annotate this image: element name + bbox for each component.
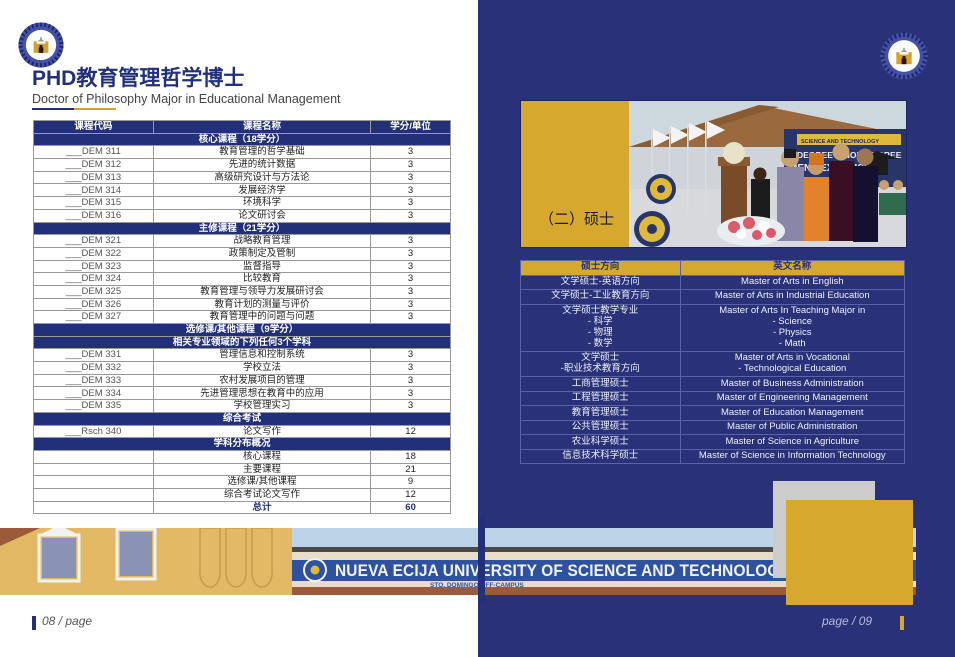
svg-text:NUEVA ECIJA UNIVERSITY OF SCIE: NUEVA ECIJA UNIVERSITY OF SCIENCE AND TE… [335, 561, 790, 580]
